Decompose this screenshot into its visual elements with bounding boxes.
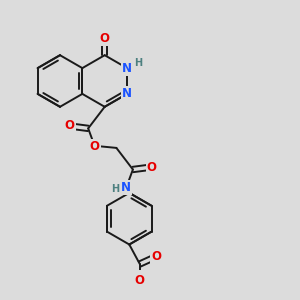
Text: O: O [146, 160, 157, 174]
Text: O: O [151, 250, 161, 263]
Text: O: O [64, 119, 75, 133]
Text: O: O [90, 140, 100, 153]
Text: N: N [122, 61, 132, 75]
Text: N: N [121, 181, 131, 194]
Text: N: N [122, 87, 132, 101]
Text: O: O [100, 32, 110, 45]
Text: H: H [111, 184, 119, 194]
Text: H: H [134, 58, 142, 68]
Text: O: O [135, 274, 145, 287]
